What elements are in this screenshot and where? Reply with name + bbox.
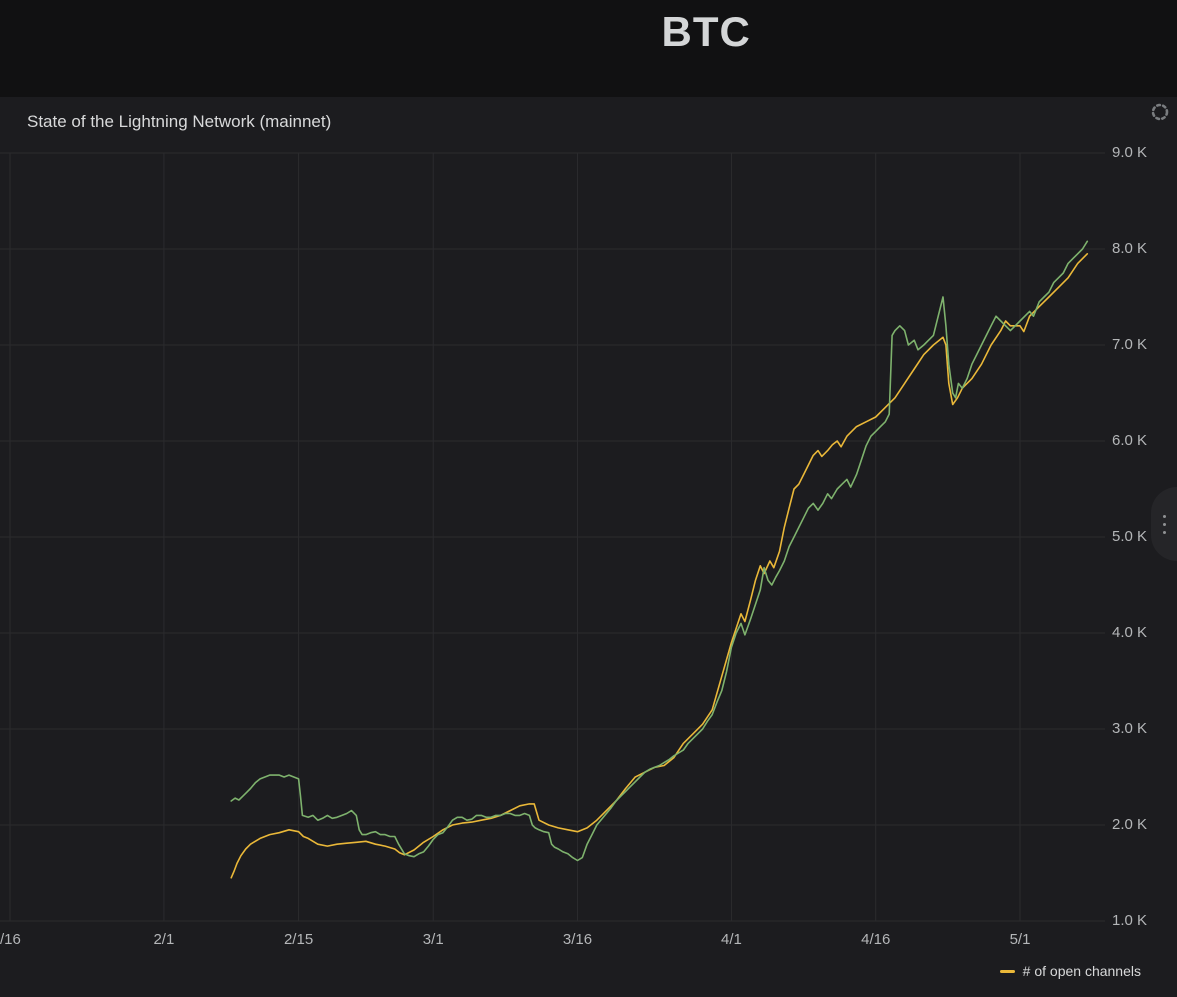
y-tick-label: 3.0 K xyxy=(1112,720,1148,737)
loading-spinner-icon xyxy=(1150,102,1170,122)
x-tick-label: 2/1 xyxy=(153,931,175,948)
page-title: BTC xyxy=(661,8,751,55)
y-tick-label: 1.0 K xyxy=(1112,912,1148,929)
series-line xyxy=(230,253,1089,879)
x-tick-label: 5/1 xyxy=(1009,931,1031,948)
y-tick-label: 2.0 K xyxy=(1112,816,1148,833)
x-tick-label: 4/1 xyxy=(720,931,742,948)
y-tick-label: 8.0 K xyxy=(1112,240,1148,257)
legend: # of open channels xyxy=(999,963,1141,979)
x-tick-label: /16 xyxy=(0,931,21,948)
y-tick-label: 5.0 K xyxy=(1112,528,1148,545)
y-tick-label: 7.0 K xyxy=(1112,336,1148,353)
legend-series-swatch-icon xyxy=(999,969,1015,973)
x-tick-label: 3/16 xyxy=(562,931,593,948)
y-tick-label: 4.0 K xyxy=(1112,624,1148,641)
y-tick-label: 9.0 K xyxy=(1112,144,1148,161)
series-line xyxy=(230,240,1089,862)
panel-title[interactable]: State of the Lightning Network (mainnet) xyxy=(27,112,332,131)
x-tick-label: 4/16 xyxy=(861,931,891,948)
x-tick-label: 3/1 xyxy=(422,931,444,948)
vertical-ellipsis-icon xyxy=(1162,514,1166,534)
legend-label: # of open channels xyxy=(1022,963,1141,979)
side-panel-handle[interactable] xyxy=(1151,487,1177,561)
x-tick-label: 2/15 xyxy=(283,931,314,948)
y-tick-label: 6.0 K xyxy=(1112,432,1148,449)
legend-item-open-channels[interactable]: # of open channels xyxy=(999,963,1141,979)
page-header: BTC xyxy=(0,0,1177,97)
lightning-network-panel: State of the Lightning Network (mainnet)… xyxy=(0,97,1177,997)
time-series-chart[interactable] xyxy=(0,97,1177,997)
